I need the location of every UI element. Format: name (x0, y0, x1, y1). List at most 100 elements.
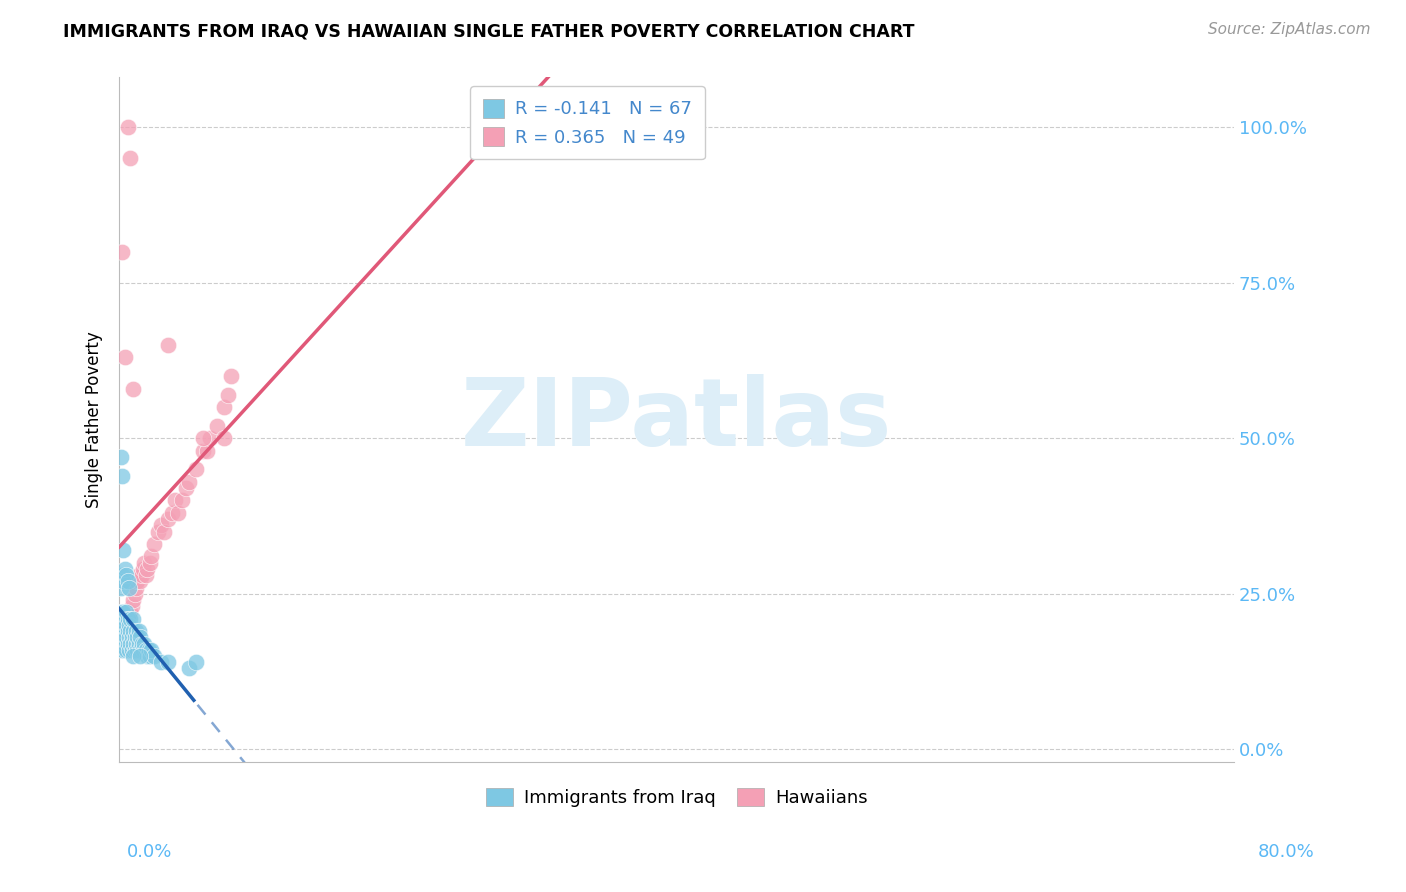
Point (114, 612, 136, 626)
Text: ZIPatlas: ZIPatlas (461, 374, 893, 466)
Point (157, 338, 180, 352)
Point (131, 568, 153, 582)
Point (120, 624, 142, 639)
Point (111, 618, 134, 632)
Point (177, 661, 200, 675)
Point (115, 606, 138, 620)
Point (128, 568, 150, 582)
Point (143, 648, 166, 663)
Point (141, 642, 163, 657)
Point (191, 431, 214, 445)
Point (120, 606, 142, 620)
Point (111, 468, 134, 483)
Point (134, 636, 156, 650)
Point (219, 369, 242, 384)
Point (157, 512, 180, 526)
Point (129, 642, 152, 657)
Point (111, 631, 134, 645)
Point (114, 562, 136, 576)
Point (114, 351, 136, 365)
Point (127, 642, 149, 657)
Point (115, 606, 138, 620)
Point (112, 631, 135, 645)
Point (205, 418, 228, 433)
Point (115, 618, 138, 632)
Point (122, 382, 145, 396)
Point (138, 642, 160, 657)
Point (129, 631, 152, 645)
Point (141, 549, 163, 564)
Point (166, 506, 188, 520)
Text: Source: ZipAtlas.com: Source: ZipAtlas.com (1208, 22, 1371, 37)
Point (112, 574, 135, 589)
Point (118, 581, 141, 595)
Point (129, 574, 152, 589)
Point (132, 562, 155, 576)
Point (121, 631, 143, 645)
Point (117, 612, 139, 626)
Point (112, 642, 135, 657)
Y-axis label: Single Father Poverty: Single Father Poverty (86, 331, 103, 508)
Point (114, 624, 136, 639)
Point (127, 631, 149, 645)
Point (112, 618, 135, 632)
Point (139, 556, 162, 570)
Point (117, 574, 139, 589)
Point (143, 537, 166, 551)
Point (118, 618, 141, 632)
Point (111, 642, 134, 657)
Point (121, 642, 143, 657)
Point (122, 593, 145, 607)
Point (118, 642, 141, 657)
Point (118, 612, 141, 626)
Legend: Immigrants from Iraq, Hawaiians: Immigrants from Iraq, Hawaiians (478, 780, 875, 814)
Text: 80.0%: 80.0% (1258, 843, 1315, 861)
Point (135, 642, 157, 657)
Point (191, 443, 214, 458)
Point (212, 400, 235, 414)
Point (112, 618, 135, 632)
Text: IMMIGRANTS FROM IRAQ VS HAWAIIAN SINGLE FATHER POVERTY CORRELATION CHART: IMMIGRANTS FROM IRAQ VS HAWAIIAN SINGLE … (63, 22, 915, 40)
Point (111, 244, 134, 259)
Point (117, 624, 139, 639)
Point (150, 518, 173, 533)
Point (150, 655, 173, 669)
Point (115, 642, 138, 657)
Point (217, 388, 239, 402)
Point (122, 648, 145, 663)
Point (134, 556, 156, 570)
Point (115, 631, 138, 645)
Point (122, 612, 145, 626)
Point (110, 631, 132, 645)
Point (177, 475, 200, 489)
Text: 0.0%: 0.0% (127, 843, 172, 861)
Point (136, 562, 159, 576)
Point (127, 574, 149, 589)
Point (125, 636, 148, 650)
Point (112, 606, 135, 620)
Point (117, 618, 139, 632)
Point (122, 624, 145, 639)
Point (115, 568, 138, 582)
Point (120, 636, 142, 650)
Point (114, 612, 136, 626)
Point (153, 524, 176, 539)
Point (111, 606, 134, 620)
Point (198, 431, 221, 445)
Point (128, 624, 150, 639)
Point (129, 648, 152, 663)
Point (148, 524, 170, 539)
Point (174, 481, 197, 495)
Point (125, 624, 148, 639)
Point (184, 462, 207, 476)
Point (120, 151, 142, 165)
Point (124, 587, 146, 601)
Point (114, 636, 136, 650)
Point (112, 543, 135, 558)
Point (195, 443, 218, 458)
Point (131, 636, 153, 650)
Point (117, 636, 139, 650)
Point (170, 493, 193, 508)
Point (163, 493, 186, 508)
Point (120, 612, 142, 626)
